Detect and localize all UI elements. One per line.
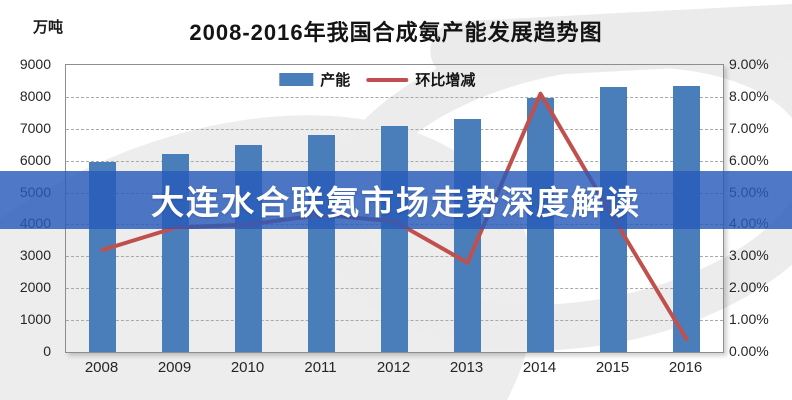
legend-line-swatch bbox=[366, 77, 409, 82]
x-axis-label-2009: 2009 bbox=[157, 359, 192, 376]
legend-change-label: 环比增减 bbox=[415, 72, 476, 89]
legend-bar-swatch bbox=[279, 73, 314, 86]
left-axis-tick-label: 6000 bbox=[19, 151, 51, 168]
chart-legend: 产能 环比增减 bbox=[279, 69, 475, 90]
overlay-banner-title: 大连水合联氨市场走势深度解读 bbox=[151, 184, 641, 221]
left-axis-tick-label: 2000 bbox=[19, 279, 51, 296]
left-axis-tick-label: 1000 bbox=[19, 311, 51, 328]
legend-item-capacity: 产能 bbox=[279, 69, 350, 90]
right-axis-tick-label: 9.00% bbox=[729, 56, 769, 72]
x-axis-label-2011: 2011 bbox=[304, 359, 337, 376]
left-axis-tick-label: 8000 bbox=[19, 87, 51, 104]
x-axis-label-2016: 2016 bbox=[668, 359, 703, 376]
x-axis-labels: 2008 2009 2010 2011 2012 2013 2014 2015 2016 bbox=[65, 359, 722, 383]
right-axis-tick-label: 6.00% bbox=[729, 151, 769, 168]
left-axis-tick-label: 7000 bbox=[19, 119, 51, 136]
right-axis-tick-label: 2.00% bbox=[729, 279, 769, 296]
x-axis-label-2015: 2015 bbox=[595, 359, 630, 376]
left-axis-tick-label: 0 bbox=[43, 343, 51, 359]
right-axis-tick-label: 1.00% bbox=[729, 311, 769, 328]
right-axis-tick-label: 3.00% bbox=[729, 247, 769, 264]
bar-2013 bbox=[454, 119, 481, 352]
legend-item-change: 环比增减 bbox=[366, 69, 475, 90]
chart-title: 2008-2016年我国合成氨产能发展趋势图 bbox=[189, 20, 603, 45]
x-axis-label-2014: 2014 bbox=[522, 359, 557, 376]
x-axis-label-2010: 2010 bbox=[230, 359, 265, 376]
right-axis-tick-label: 8.00% bbox=[729, 87, 769, 104]
x-axis-label-2012: 2012 bbox=[376, 359, 411, 376]
x-axis-label-2008: 2008 bbox=[84, 359, 119, 376]
y-axis-unit-label: 万吨 bbox=[33, 19, 64, 36]
right-axis-tick-label: 7.00% bbox=[729, 119, 769, 136]
left-axis-tick-label: 3000 bbox=[19, 247, 51, 264]
gridline bbox=[66, 96, 723, 98]
x-axis-label-2013: 2013 bbox=[449, 359, 484, 376]
left-axis-tick-label: 9000 bbox=[19, 56, 51, 72]
right-axis-tick-label: 0.00% bbox=[729, 343, 769, 359]
legend-capacity-label: 产能 bbox=[320, 72, 351, 89]
overlay-banner: 大连水合联氨市场走势深度解读 bbox=[0, 171, 792, 229]
bar-2012 bbox=[381, 125, 408, 352]
